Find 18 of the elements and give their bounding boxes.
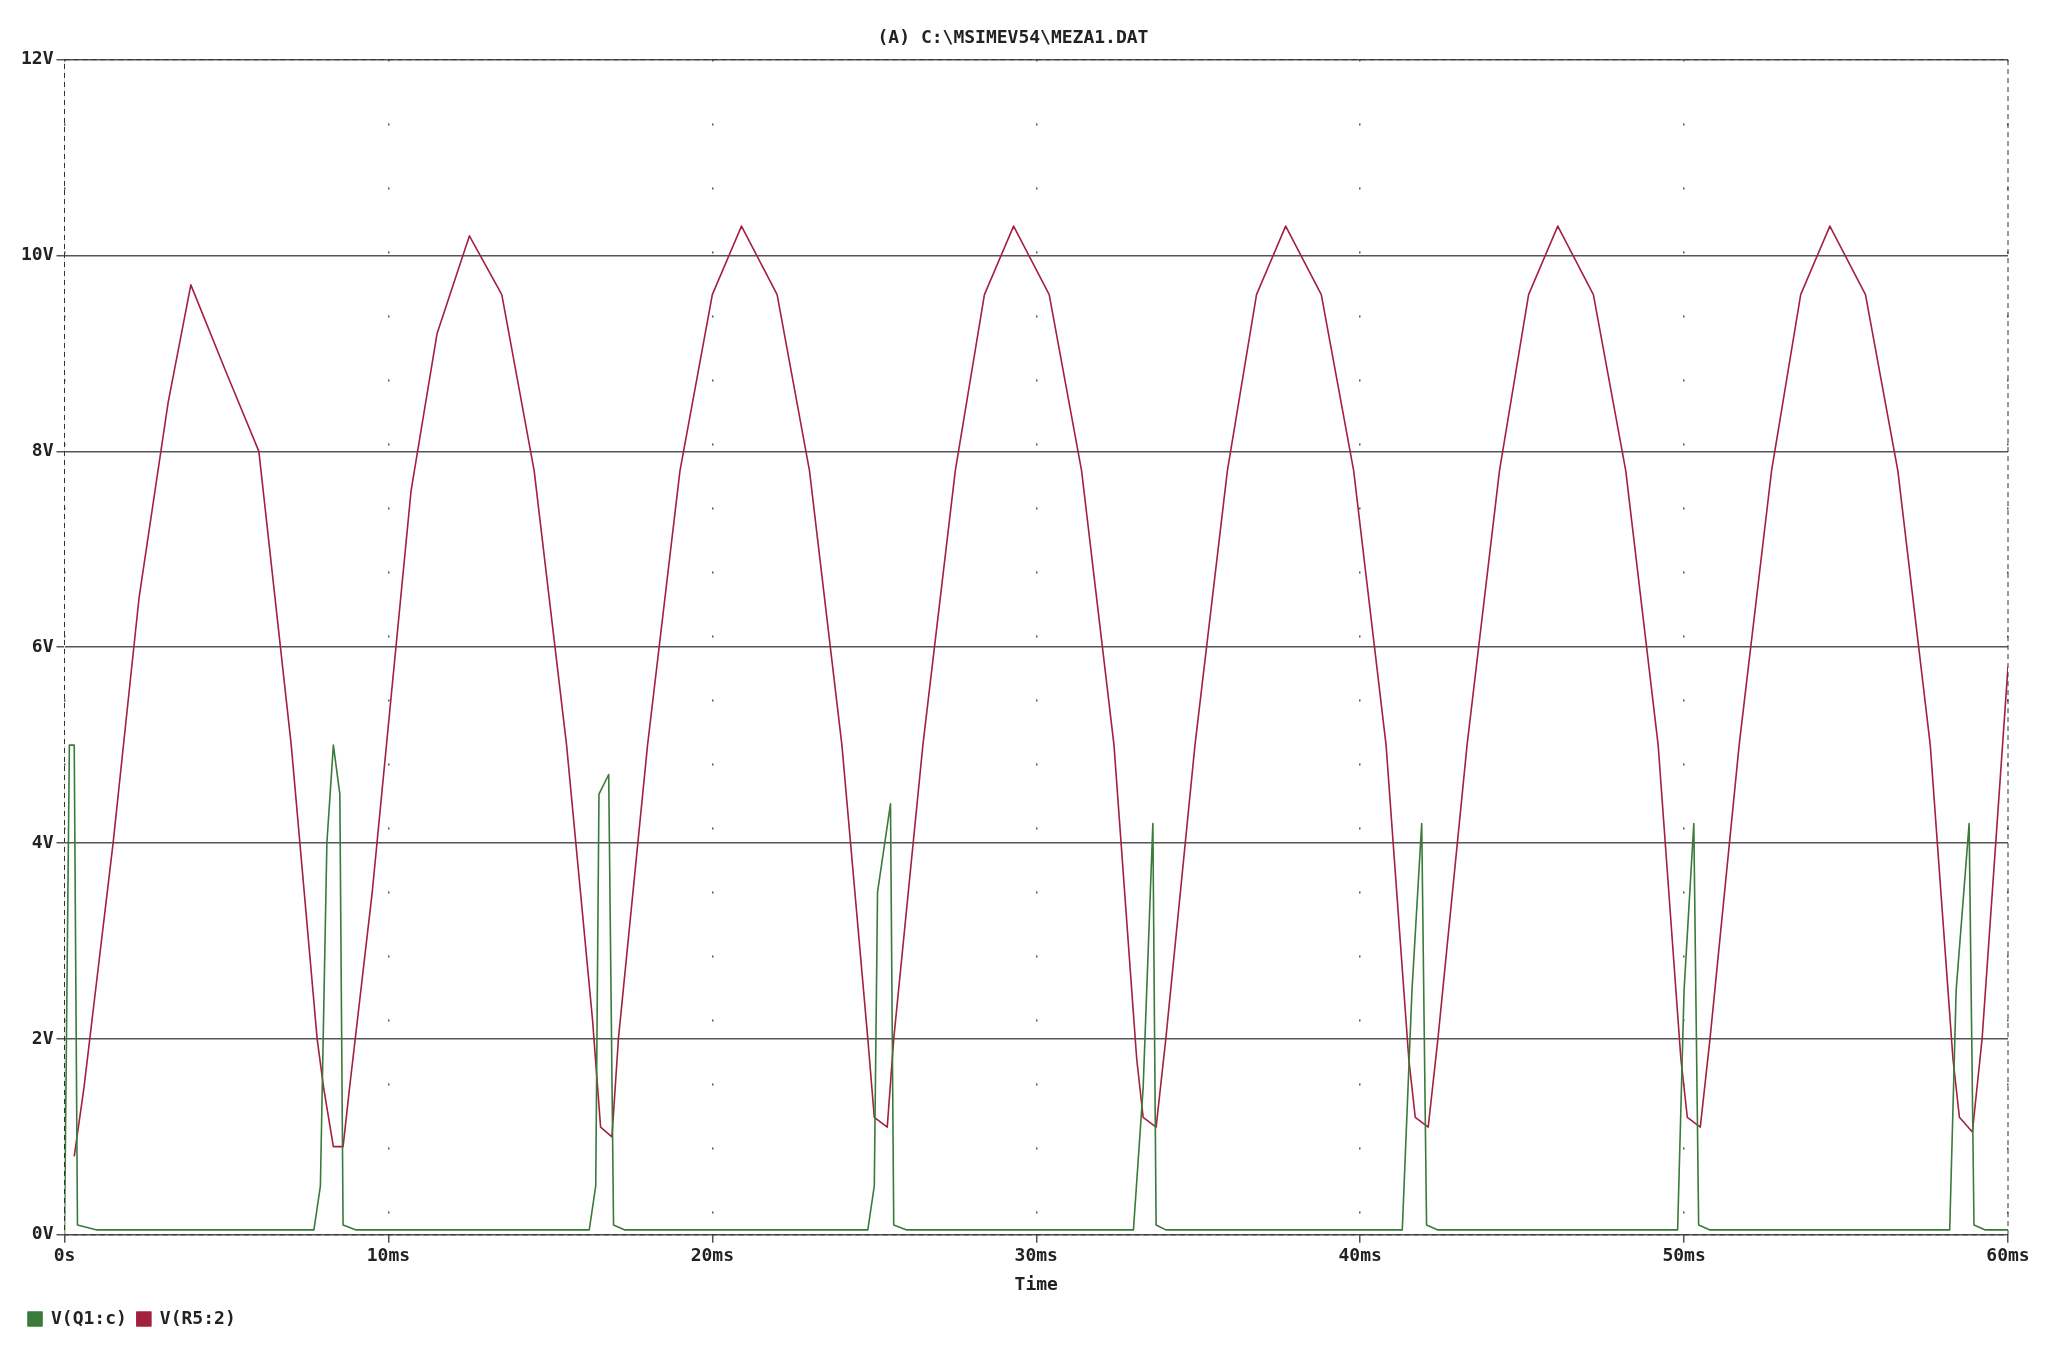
x-tick-label: 40ms: [1338, 1244, 1382, 1266]
x-tick-label: 50ms: [1662, 1244, 1706, 1266]
x-tick-label: 20ms: [690, 1244, 735, 1266]
x-axis-title: Time: [1014, 1272, 1059, 1294]
chart-title: (A) C:\MSIMEV54\MEZA1.DAT: [877, 26, 1149, 48]
x-tick-label: 30ms: [1014, 1244, 1058, 1266]
y-tick-label: 0V: [31, 1222, 54, 1244]
x-tick-label: 60ms: [1986, 1244, 2030, 1266]
legend-label: V(R5:2): [159, 1306, 236, 1328]
y-tick-label: 2V: [31, 1026, 54, 1048]
x-tick-label: 10ms: [366, 1244, 411, 1266]
y-tick-label: 8V: [31, 439, 54, 461]
y-tick-label: 12V: [21, 47, 54, 69]
y-tick-label: 6V: [31, 634, 54, 656]
x-tick-label: 0s: [53, 1244, 76, 1266]
legend-label: V(Q1:c): [51, 1306, 127, 1328]
y-tick-label: 10V: [21, 243, 54, 265]
y-tick-label: 4V: [31, 830, 54, 852]
